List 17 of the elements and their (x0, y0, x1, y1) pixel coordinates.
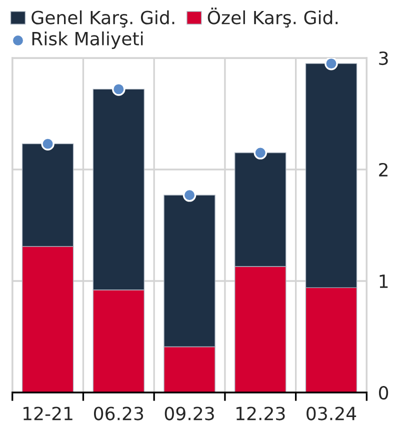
point (41, 137, 54, 150)
legend-label: Genel Karş. Gid. (32, 10, 174, 28)
y-tick-label: 3 (379, 51, 388, 66)
legend-label: Özel Karş. Gid. (208, 8, 338, 28)
y-tick-label: 0 (378, 386, 388, 400)
point (254, 146, 268, 160)
legend-label: Risk Maliyeti (32, 31, 143, 49)
y-tick-label: 1 (380, 274, 388, 288)
x-tick-label: 12.23 (236, 406, 285, 420)
x-tick-label: 06.23 (94, 406, 144, 420)
x-tick-label: 12-21 (24, 406, 72, 420)
x-tick-label: 09.23 (164, 406, 214, 420)
point (112, 82, 126, 96)
point (324, 58, 338, 70)
point (182, 188, 196, 202)
x-tick-label: 03.24 (306, 406, 356, 420)
y-tick-label: 2 (379, 162, 388, 176)
